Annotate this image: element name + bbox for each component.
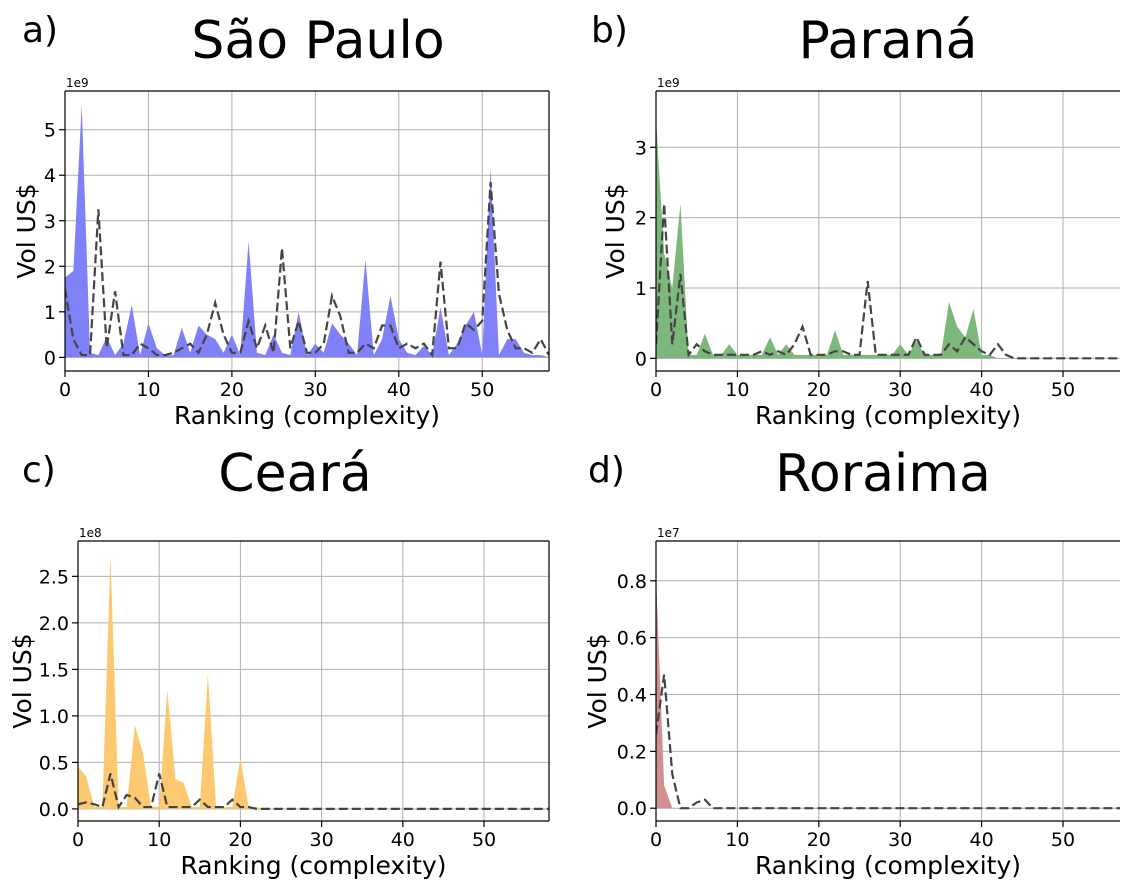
x-tick-label: 30 <box>310 829 334 851</box>
y-axis-label: Vol US$ <box>583 633 612 728</box>
y-axis-label: Vol US$ <box>12 183 41 278</box>
panel-title: Ceará <box>218 444 371 504</box>
chart-panel: 0 10 20 30 40 50 0.0 0.5 1.0 1.5 2.0 2.5 1e8 Ranking … <box>8 444 550 880</box>
x-axis-label: Ranking (complexity) <box>755 401 1021 430</box>
x-tick-label: 20 <box>807 379 831 401</box>
y-tick-label: 0.4 <box>617 685 647 707</box>
y-tick-label: 0 <box>635 348 647 370</box>
x-tick-label: 50 <box>470 379 494 401</box>
y-tick-label: 3 <box>635 137 647 159</box>
x-tick-label: 50 <box>472 829 496 851</box>
y-axis-label: Vol US$ <box>601 183 630 278</box>
x-tick-label: 50 <box>1051 829 1075 851</box>
chart-panel: 0 10 20 30 40 50 0.0 0.2 0.4 0.6 0.8 1e7 Ranking (co… <box>583 444 1120 880</box>
x-tick-label: 40 <box>387 379 411 401</box>
y-tick-label: 0.2 <box>617 741 647 763</box>
y-tick-label: 0.8 <box>617 571 647 593</box>
x-axis-label: Ranking (complexity) <box>180 851 446 880</box>
y-tick-label: 3 <box>44 211 56 233</box>
chart-panel: 0 10 20 30 40 50 0 1 2 3 1e9 Ranking (complexity) Vo… <box>591 10 1120 430</box>
x-axis-label: Ranking (complexity) <box>755 851 1021 880</box>
x-tick-label: 10 <box>725 829 749 851</box>
panel-letter: c) <box>22 450 56 491</box>
y-tick-label: 4 <box>44 165 56 187</box>
x-tick-label: 30 <box>303 379 327 401</box>
y-tick-label: 5 <box>44 120 56 142</box>
dashed-line-series <box>78 773 549 811</box>
x-tick-label: 50 <box>1051 379 1075 401</box>
y-tick-label: 1.5 <box>39 659 69 681</box>
y-tick-label: 0.5 <box>39 752 69 774</box>
y-tick-label: 2.5 <box>39 566 69 588</box>
dashed-line-series <box>65 181 549 359</box>
x-tick-label: 10 <box>725 379 749 401</box>
scale-factor-label: 1e9 <box>657 76 680 90</box>
x-tick-label: 10 <box>147 829 171 851</box>
panel-letter: a) <box>22 10 58 51</box>
x-tick-label: 40 <box>970 379 994 401</box>
area-series <box>65 104 549 358</box>
x-tick-label: 30 <box>888 379 912 401</box>
y-tick-label: 1 <box>44 302 56 324</box>
y-tick-label: 2 <box>635 208 647 230</box>
x-tick-label: 20 <box>228 829 252 851</box>
y-tick-label: 1 <box>635 278 647 300</box>
scale-factor-label: 1e7 <box>657 526 680 540</box>
x-axis-label: Ranking (complexity) <box>174 401 440 430</box>
x-tick-label: 10 <box>136 379 160 401</box>
panel-title: São Paulo <box>191 11 444 71</box>
panel-letter: b) <box>591 10 628 51</box>
scale-factor-label: 1e8 <box>79 526 102 540</box>
x-tick-label: 40 <box>391 829 415 851</box>
y-tick-label: 2 <box>44 256 56 278</box>
y-tick-label: 1.0 <box>39 706 69 728</box>
chart-panel: 0 10 20 30 40 50 0 1 2 3 4 5 1e9 Ranking (complexity)… <box>12 10 550 430</box>
x-tick-label: 0 <box>72 829 84 851</box>
y-tick-label: 0.0 <box>39 799 69 821</box>
area-series <box>656 119 1120 359</box>
x-tick-label: 0 <box>650 829 662 851</box>
area-series <box>656 575 1120 809</box>
area-series <box>78 555 549 809</box>
dashed-line-series <box>656 674 1120 810</box>
scale-factor-label: 1e9 <box>66 76 89 90</box>
x-tick-label: 30 <box>888 829 912 851</box>
y-tick-label: 0.0 <box>617 798 647 820</box>
panel-title: Roraima <box>775 444 991 504</box>
panel-letter: d) <box>588 450 625 491</box>
x-tick-label: 0 <box>650 379 662 401</box>
y-tick-label: 0 <box>44 347 56 369</box>
y-tick-label: 2.0 <box>39 613 69 635</box>
y-tick-label: 0.6 <box>617 628 647 650</box>
dashed-line-series <box>656 203 1120 360</box>
panel-title: Paraná <box>799 11 978 71</box>
x-tick-label: 0 <box>59 379 71 401</box>
x-tick-label: 20 <box>220 379 244 401</box>
x-tick-label: 40 <box>970 829 994 851</box>
x-tick-label: 20 <box>807 829 831 851</box>
y-axis-label: Vol US$ <box>8 633 37 728</box>
